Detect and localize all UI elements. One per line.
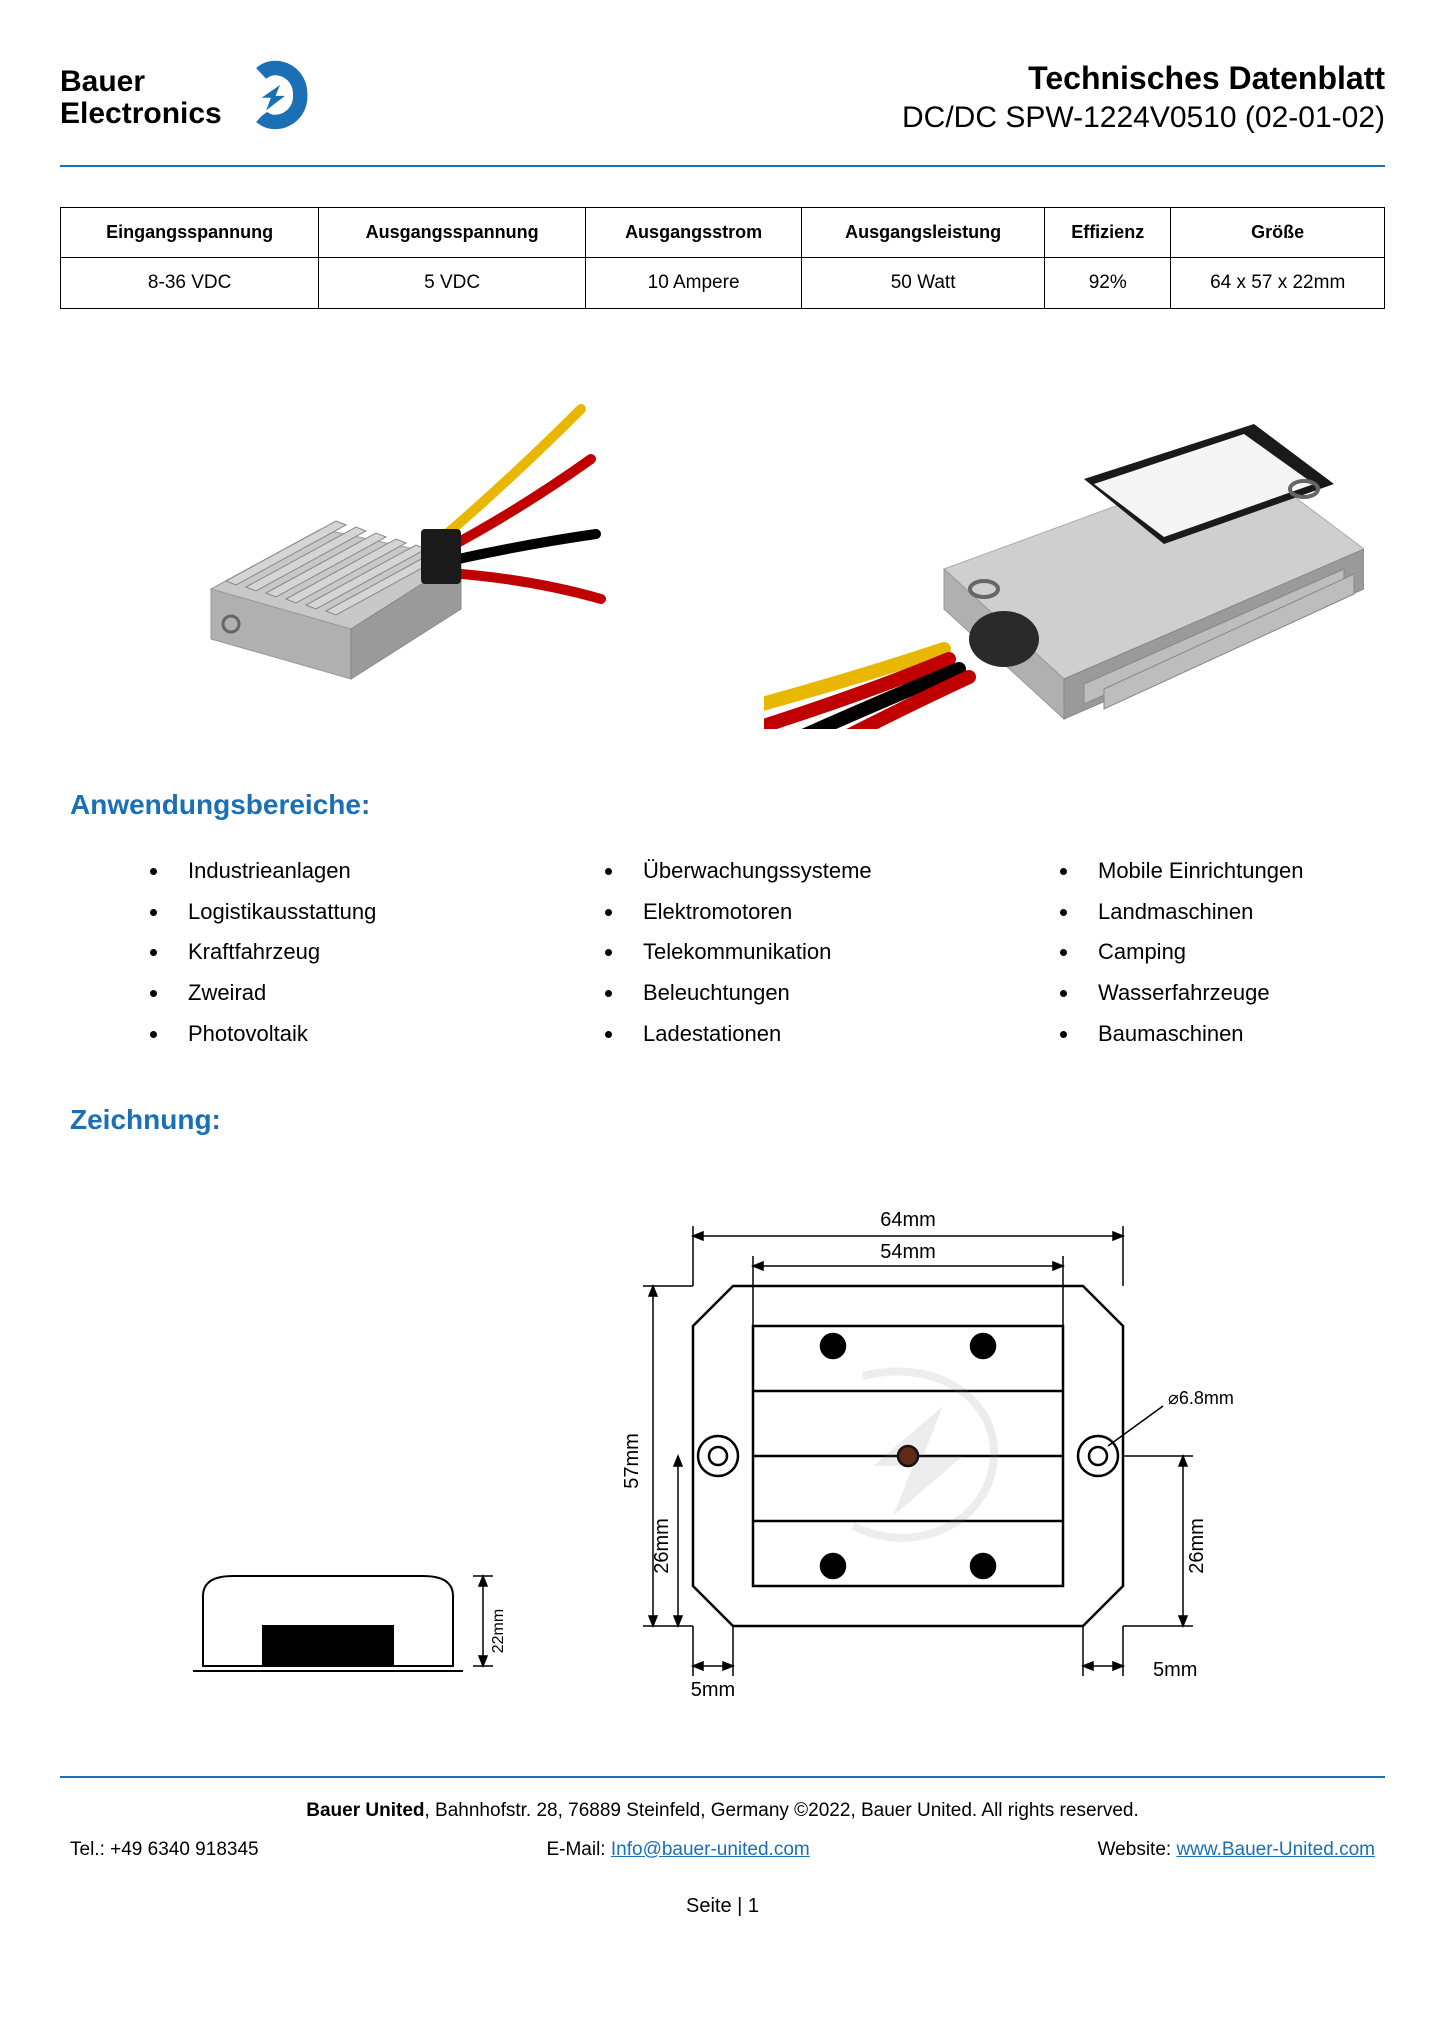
page-number: Seite | 1 <box>60 1895 1385 1918</box>
dim-outer-height: 57mm <box>621 1434 643 1490</box>
td-output-current: 10 Ampere <box>585 258 801 309</box>
email-label: E-Mail: <box>546 1839 610 1860</box>
list-item: Zweirad <box>170 973 475 1014</box>
footer-address-line: Bauer United, Bahnhofstr. 28, 76889 Stei… <box>60 1796 1385 1826</box>
dim-inner-width: 54mm <box>880 1241 936 1263</box>
list-item: Camping <box>1080 932 1385 973</box>
th-output-power: Ausgangsleistung <box>802 208 1045 258</box>
footer-tel: Tel.: +49 6340 918345 <box>70 1835 259 1865</box>
footer-email: E-Mail: Info@bauer-united.com <box>546 1835 809 1865</box>
list-item: Überwachungssysteme <box>625 851 930 892</box>
list-item: Wasserfahrzeuge <box>1080 973 1385 1014</box>
product-image-right <box>743 369 1386 729</box>
table-row: 8-36 VDC 5 VDC 10 Ampere 50 Watt 92% 64 … <box>61 258 1385 309</box>
list-item: Mobile Einrichtungen <box>1080 851 1385 892</box>
td-efficiency: 92% <box>1045 258 1171 309</box>
tel-value: +49 6340 918345 <box>110 1839 258 1860</box>
drawing-side-view: 22mm <box>163 1506 543 1726</box>
th-efficiency: Effizienz <box>1045 208 1171 258</box>
list-item: Beleuchtungen <box>625 973 930 1014</box>
list-item: Telekommunikation <box>625 932 930 973</box>
list-item: Photovoltaik <box>170 1014 475 1055</box>
footer-address: , Bahnhofstr. 28, 76889 Steinfeld, Germa… <box>425 1800 1139 1821</box>
dim-height: 22mm <box>490 1609 507 1653</box>
td-output-power: 50 Watt <box>802 258 1045 309</box>
logo: Bauer Electronics <box>60 50 320 145</box>
website-link[interactable]: www.Bauer-United.com <box>1176 1839 1375 1860</box>
th-input-voltage: Eingangsspannung <box>61 208 319 258</box>
footer-contacts: Tel.: +49 6340 918345 E-Mail: Info@bauer… <box>60 1835 1385 1865</box>
company-name-1: Bauer <box>60 66 222 98</box>
email-link[interactable]: Info@bauer-united.com <box>611 1839 810 1860</box>
tel-label: Tel.: <box>70 1839 110 1860</box>
td-input-voltage: 8-36 VDC <box>61 258 319 309</box>
th-output-voltage: Ausgangsspannung <box>319 208 586 258</box>
list-item: Kraftfahrzeug <box>170 932 475 973</box>
specs-table: Eingangsspannung Ausgangsspannung Ausgan… <box>60 207 1385 309</box>
list-item: Industrieanlagen <box>170 851 475 892</box>
app-col-1: Industrieanlagen Logistikausstattung Kra… <box>60 851 475 1054</box>
dim-corner-left: 5mm <box>690 1679 734 1701</box>
list-item: Ladestationen <box>625 1014 930 1055</box>
list-item: Elektromotoren <box>625 892 930 933</box>
drawing-heading: Zeichnung: <box>70 1104 1385 1136</box>
dim-outer-width: 64mm <box>880 1209 936 1231</box>
app-col-3: Mobile Einrichtungen Landmaschinen Campi… <box>970 851 1385 1054</box>
header-title-block: Technisches Datenblatt DC/DC SPW-1224V05… <box>902 60 1385 135</box>
product-images <box>60 369 1385 729</box>
applications-list: Industrieanlagen Logistikausstattung Kra… <box>60 851 1385 1054</box>
list-item: Logistikausstattung <box>170 892 475 933</box>
td-output-voltage: 5 VDC <box>319 258 586 309</box>
dim-corner-right: 5mm <box>1153 1659 1197 1681</box>
logo-text: Bauer Electronics <box>60 66 222 129</box>
footer-website: Website: www.Bauer-United.com <box>1098 1835 1375 1865</box>
website-label: Website: <box>1098 1839 1177 1860</box>
doc-title: Technisches Datenblatt <box>902 60 1385 97</box>
app-col-2: Überwachungssysteme Elektromotoren Telek… <box>515 851 930 1054</box>
product-image-left <box>60 369 703 729</box>
dim-inner-height: 26mm <box>651 1519 673 1575</box>
applications-heading: Anwendungsbereiche: <box>70 789 1385 821</box>
header-rule <box>60 165 1385 167</box>
th-size: Größe <box>1171 208 1385 258</box>
td-size: 64 x 57 x 22mm <box>1171 258 1385 309</box>
drawing-top-view: 64mm 54mm 57mm 26mm 26mm ⌀6.8mm <box>603 1166 1283 1726</box>
footer-company: Bauer United <box>306 1800 424 1821</box>
list-item: Baumaschinen <box>1080 1014 1385 1055</box>
doc-subtitle: DC/DC SPW-1224V0510 (02-01-02) <box>902 101 1385 135</box>
dim-hole-dia: ⌀6.8mm <box>1168 1388 1234 1408</box>
logo-icon <box>230 50 320 145</box>
footer: Bauer United, Bahnhofstr. 28, 76889 Stei… <box>60 1796 1385 1865</box>
table-header-row: Eingangsspannung Ausgangsspannung Ausgan… <box>61 208 1385 258</box>
company-name-2: Electronics <box>60 98 222 130</box>
page-header: Bauer Electronics Technisches Datenblatt… <box>60 50 1385 145</box>
th-output-current: Ausgangsstrom <box>585 208 801 258</box>
list-item: Landmaschinen <box>1080 892 1385 933</box>
dim-inner-height-right: 26mm <box>1186 1519 1208 1575</box>
footer-rule <box>60 1776 1385 1778</box>
technical-drawings: 22mm <box>60 1166 1385 1726</box>
